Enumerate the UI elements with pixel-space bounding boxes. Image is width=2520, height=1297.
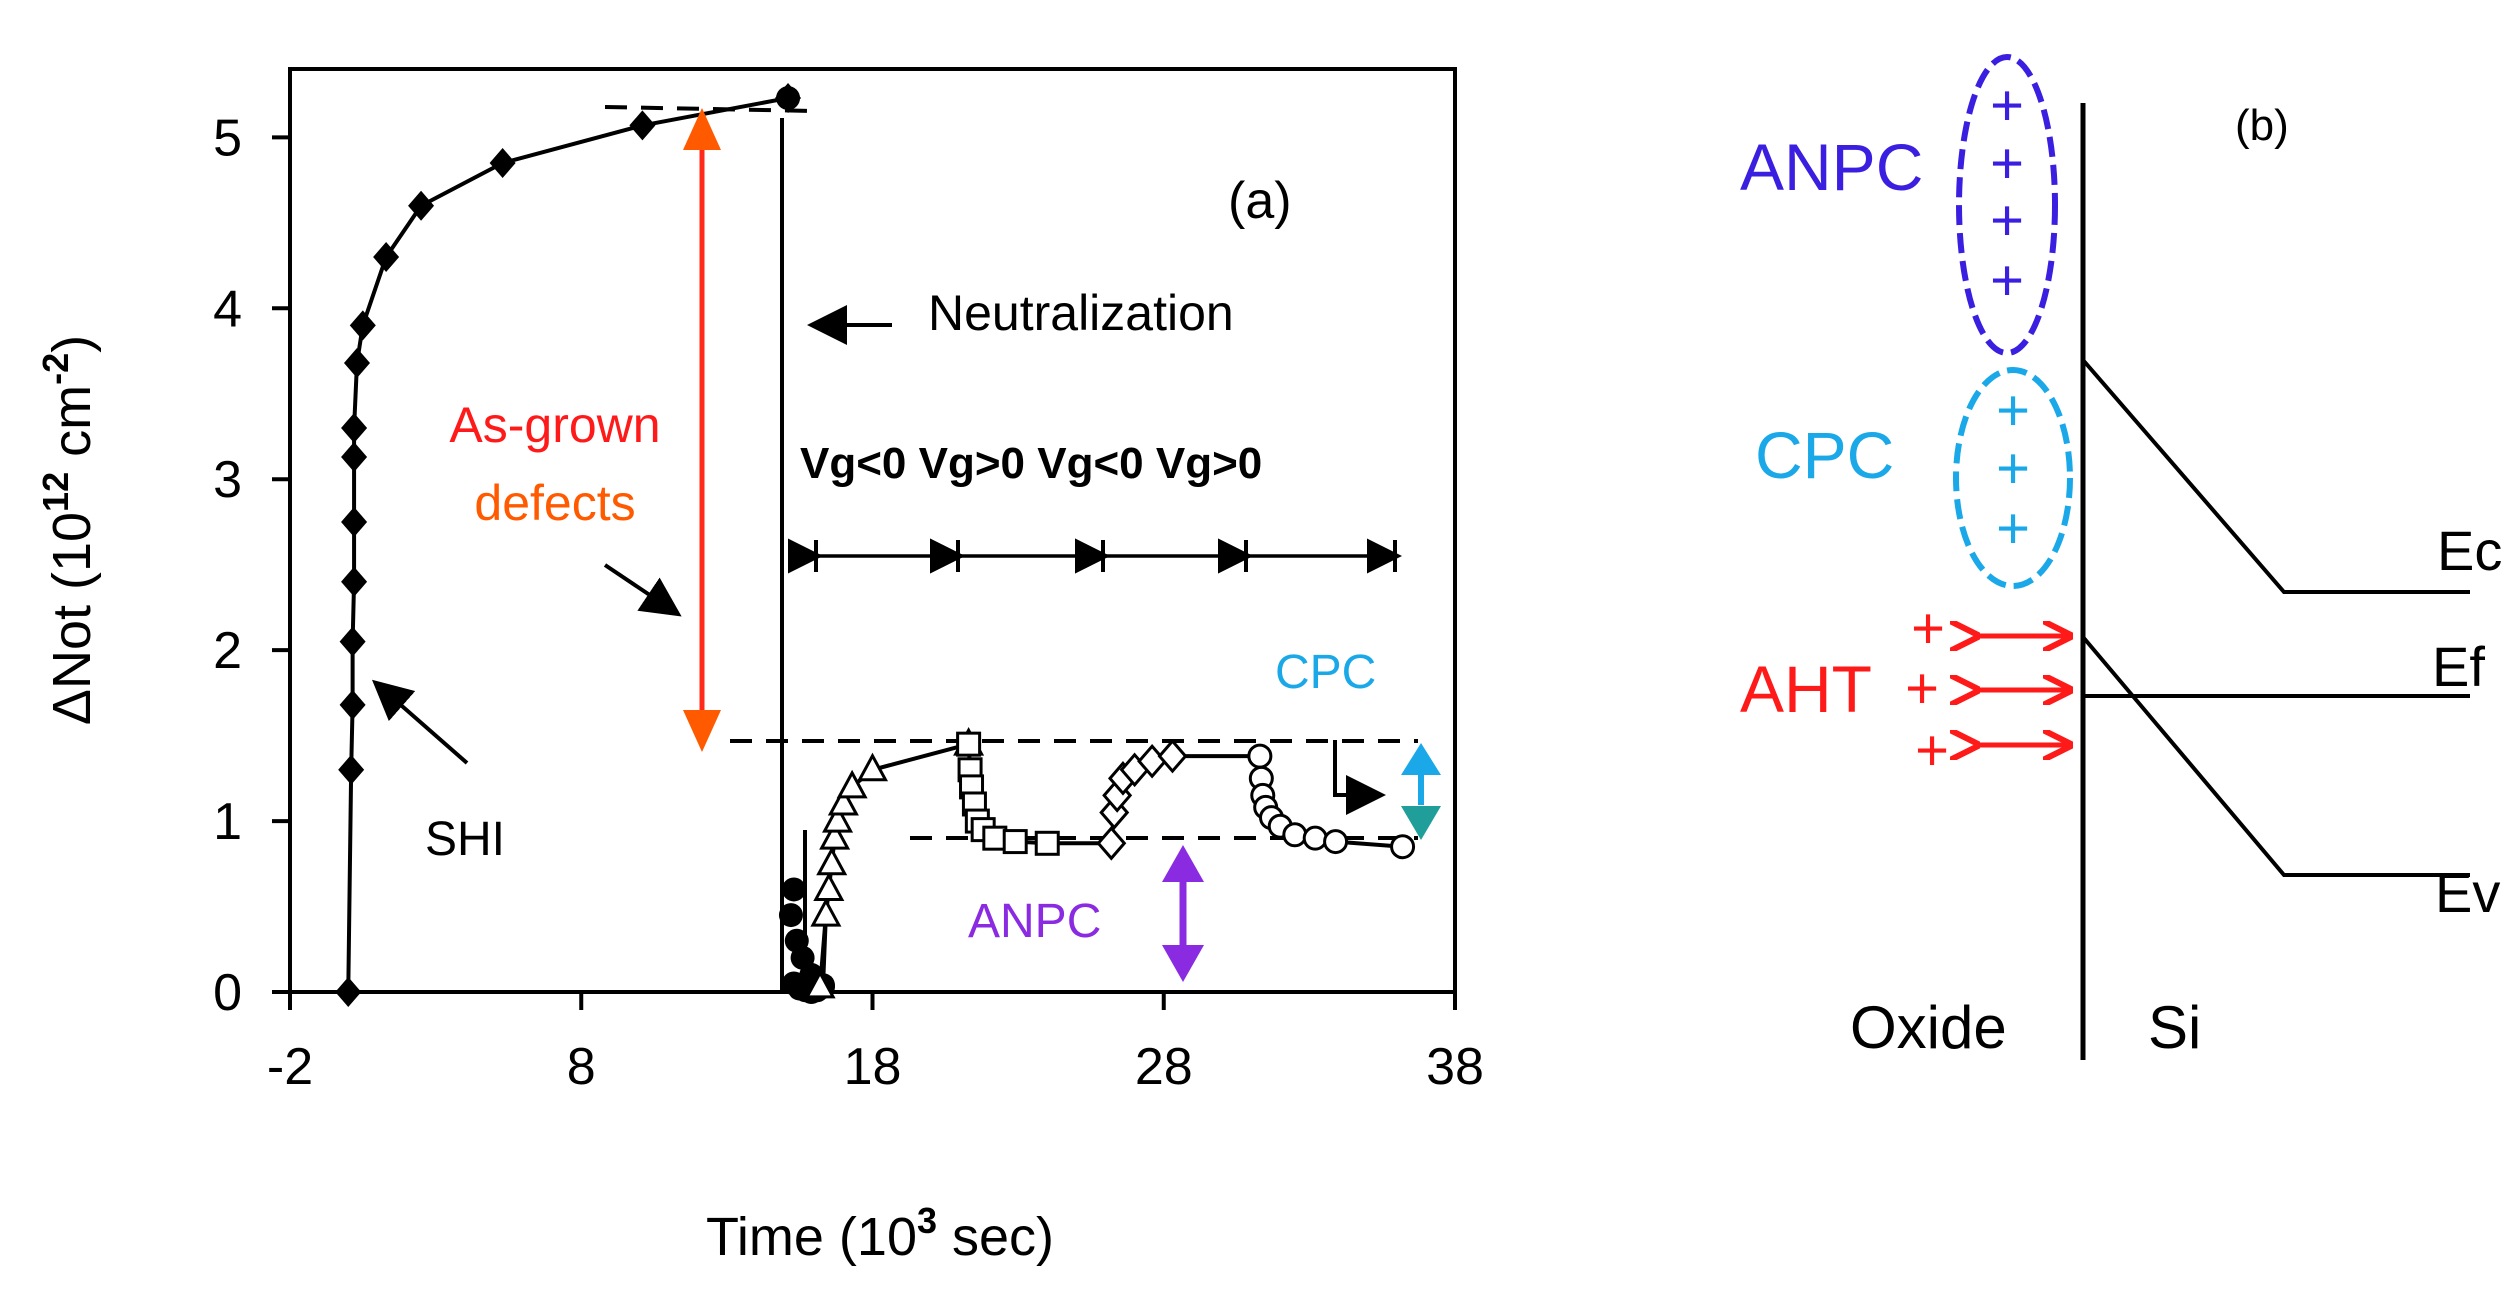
data-point [781, 877, 806, 902]
plus-charge: + [1996, 378, 2030, 443]
y-tick-label: 5 [213, 109, 242, 167]
series-line [818, 742, 970, 988]
plus-charge: + [1990, 73, 2024, 138]
as-grown-label-line1: As-grown [449, 397, 660, 453]
ec-label: Ec [2437, 519, 2502, 582]
cpc-ellipse [1953, 367, 2073, 589]
data-point [349, 310, 376, 341]
data-point [816, 846, 848, 876]
y-tick-label: 3 [213, 451, 242, 509]
gate-bias-label: Vg<0 Vg>0 Vg<0 Vg>0 [800, 439, 1262, 488]
y-axis-title: ΔNot (1012 cm-2) [35, 335, 102, 725]
data-point [1323, 829, 1349, 855]
data-point [856, 752, 889, 782]
data-point [341, 412, 368, 443]
data-point [343, 347, 370, 378]
data-point [778, 903, 803, 928]
cpc-region-label: CPC [1755, 418, 1894, 492]
cpc-arrow [1401, 743, 1441, 840]
oxide-label: Oxide [1850, 994, 2007, 1061]
data-point [1390, 834, 1416, 860]
data-point [819, 821, 851, 850]
data-point [813, 872, 845, 901]
data-point [341, 506, 368, 537]
data-point [1247, 743, 1273, 769]
plus-charge: + [1990, 188, 2024, 253]
x-tick-label: -2 [267, 1038, 313, 1096]
panel-a-label: (a) [1228, 172, 1292, 230]
conduction-band [2081, 358, 2470, 594]
data-point [776, 86, 801, 111]
data-point [339, 626, 366, 657]
data-point [1096, 826, 1127, 861]
panel-a-chart: -2 8 18 28 38 0 1 2 3 4 5 Time (103 sec) ΔNot (101… [35, 67, 1484, 1267]
x-axis-title: Time (103 sec) [706, 1200, 1054, 1267]
x-tick-label: 18 [844, 1038, 902, 1096]
anpc-arrow [1162, 845, 1204, 982]
anpc-ellipse [1956, 54, 2058, 356]
y-tick-label: 1 [213, 793, 242, 851]
cpc-charges: +++ [1996, 378, 2030, 561]
data-point [629, 110, 656, 141]
series-line [346, 96, 789, 993]
plus-charge: + [1996, 436, 2030, 501]
data-point [982, 825, 1008, 851]
as-grown-pointer [603, 563, 682, 617]
plus-charge: + [1915, 718, 1949, 783]
plus-charge: + [1996, 496, 2030, 561]
ev-label: Ev [2435, 861, 2500, 924]
axis-ticks: -2 8 18 28 38 0 1 2 3 4 5 [213, 109, 1484, 1096]
data-point [489, 148, 516, 179]
anpc-region-label: ANPC [1740, 130, 1923, 204]
data-point [341, 566, 368, 597]
x-tick-label: 28 [1135, 1038, 1193, 1096]
data-point [335, 977, 362, 1007]
data-point [822, 803, 854, 833]
data-point [827, 786, 859, 816]
panel-b-label: (b) [2235, 101, 2289, 150]
plus-charge: + [1905, 656, 1939, 721]
gate-bias-interval-arrows [788, 538, 1402, 574]
data-point [338, 754, 365, 785]
y-tick-label: 0 [213, 964, 242, 1022]
data-point [804, 969, 836, 999]
data-point [810, 897, 842, 927]
valence-band [2081, 635, 2470, 877]
as-grown-label-line2: defects [474, 475, 635, 531]
cpc-label: CPC [1275, 646, 1376, 699]
anpc-charges: ++++ [1990, 73, 2024, 313]
data-point [1302, 825, 1328, 851]
data-markers [335, 83, 1416, 1007]
y-tick-label: 2 [213, 622, 242, 680]
data-point [408, 190, 435, 221]
data-point [1002, 829, 1028, 855]
data-point [836, 769, 868, 799]
y-tick-label: 4 [213, 280, 242, 338]
aht-charges: +++ [1905, 596, 2068, 783]
aht-region-label: AHT [1740, 652, 1872, 726]
x-tick-label: 8 [567, 1038, 596, 1096]
plus-charge: + [1990, 131, 2024, 196]
neutralization-label: Neutralization [928, 285, 1234, 341]
plus-charge: + [1990, 248, 2024, 313]
data-point [373, 242, 400, 273]
as-grown-defects-arrow [683, 108, 721, 752]
si-label: Si [2148, 994, 2201, 1061]
cpc-pointer [1333, 740, 1386, 815]
data-point [339, 689, 366, 720]
panel-b-band-diagram: (b) Ec Ef Ev Oxide Si ANPC ++++ CPC +++ … [1740, 54, 2502, 1061]
plus-charge: + [1911, 596, 1945, 661]
shi-label: SHI [425, 813, 505, 866]
shi-pointer [371, 679, 469, 765]
data-point [956, 731, 982, 757]
ef-label: Ef [2432, 635, 2485, 698]
anpc-label: ANPC [968, 895, 1101, 948]
data-point [1034, 830, 1060, 856]
data-point [341, 442, 368, 473]
x-tick-label: 38 [1426, 1038, 1484, 1096]
data-point [1157, 738, 1188, 774]
data-point [1282, 822, 1308, 848]
